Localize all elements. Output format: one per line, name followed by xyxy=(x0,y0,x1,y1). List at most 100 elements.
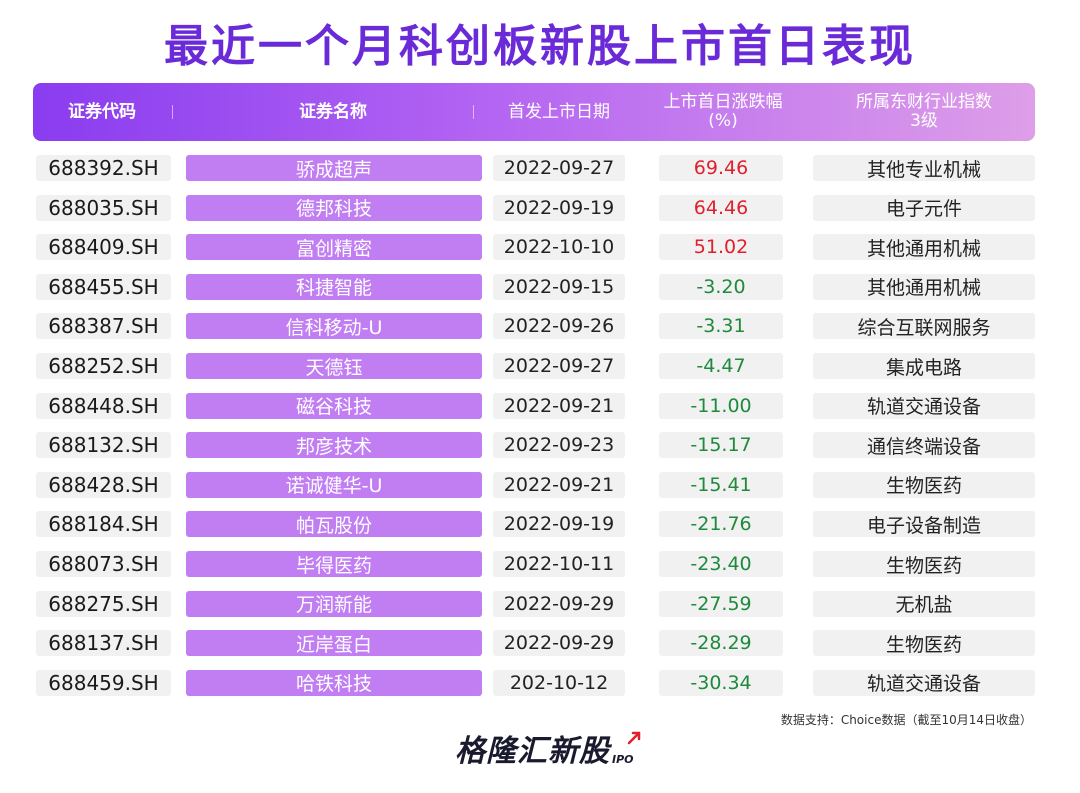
table-row: 688392.SH 骄成超声 2022-09-27 69.46 其他专业机械 xyxy=(0,152,1080,182)
header-change: 上市首日涨跌幅 (%) xyxy=(653,83,793,141)
cell-name: 德邦科技 xyxy=(186,194,482,221)
header-name: 证券名称 xyxy=(299,101,367,122)
cell-change: -4.47 xyxy=(659,353,783,379)
header-change-line2: (%) xyxy=(708,111,738,131)
cell-change: -15.17 xyxy=(659,432,783,459)
cell-industry: 电子元件 xyxy=(813,194,1035,221)
cell-change: -3.20 xyxy=(659,273,783,300)
cell-name: 磁谷科技 xyxy=(186,392,482,419)
cell-name: 骄成超声 xyxy=(186,155,482,181)
logo-text: 格隆汇新股 xyxy=(455,734,610,769)
cell-industry: 生物医药 xyxy=(813,551,1035,577)
cell-industry: 其他专业机械 xyxy=(813,155,1035,181)
table-row: 688035.SH 德邦科技 2022-09-19 64.46 电子元件 xyxy=(0,192,1080,222)
table-header: 证券代码 证券名称 首发上市日期 上市首日涨跌幅 (%) 所属东财行业指数 3级 xyxy=(33,83,1035,141)
cell-code: 688459.SH xyxy=(36,669,171,696)
header-divider xyxy=(473,105,474,119)
cell-change: -21.76 xyxy=(659,511,783,538)
cell-date: 2022-09-21 xyxy=(493,471,625,498)
cell-change: -28.29 xyxy=(659,630,783,657)
cell-name: 近岸蛋白 xyxy=(186,630,482,657)
cell-industry: 其他通用机械 xyxy=(813,234,1035,261)
table-row: 688132.SH 邦彦技术 2022-09-23 -15.17 通信终端设备 xyxy=(0,429,1080,459)
header-code: 证券代码 xyxy=(68,101,136,122)
arrow-up-icon xyxy=(627,731,641,745)
header-industry-line2: 3级 xyxy=(910,111,938,131)
table-row: 688252.SH 天德钰 2022-09-27 -4.47 集成电路 xyxy=(0,350,1080,380)
cell-name: 天德钰 xyxy=(186,353,482,379)
cell-code: 688448.SH xyxy=(36,392,171,419)
cell-industry: 生物医药 xyxy=(813,630,1035,657)
cell-name: 帕瓦股份 xyxy=(186,511,482,538)
cell-change: -15.41 xyxy=(659,471,783,498)
cell-name: 毕得医药 xyxy=(186,551,482,577)
cell-change: 69.46 xyxy=(659,155,783,181)
cell-code: 688455.SH xyxy=(36,273,171,300)
cell-date: 2022-09-26 xyxy=(493,313,625,340)
source-note: 数据支持：Choice数据（截至10月14日收盘） xyxy=(780,713,1032,727)
cell-industry: 生物医药 xyxy=(813,471,1035,498)
cell-date: 202-10-12 xyxy=(493,669,625,696)
cell-industry: 无机盐 xyxy=(813,590,1035,617)
cell-code: 688409.SH xyxy=(36,234,171,261)
cell-code: 688392.SH xyxy=(36,155,171,181)
cell-code: 688073.SH xyxy=(36,551,171,577)
table-row: 688137.SH 近岸蛋白 2022-09-29 -28.29 生物医药 xyxy=(0,627,1080,657)
cell-name: 信科移动-U xyxy=(186,313,482,340)
cell-date: 2022-09-19 xyxy=(493,194,625,221)
table-row: 688275.SH 万润新能 2022-09-29 -27.59 无机盐 xyxy=(0,588,1080,618)
cell-date: 2022-10-11 xyxy=(493,551,625,577)
cell-industry: 集成电路 xyxy=(813,353,1035,379)
table-row: 688409.SH 富创精密 2022-10-10 51.02 其他通用机械 xyxy=(0,231,1080,261)
table-row: 688428.SH 诺诚健华-U 2022-09-21 -15.41 生物医药 xyxy=(0,469,1080,499)
cell-name: 万润新能 xyxy=(186,590,482,617)
logo-sub: IPO xyxy=(612,753,634,766)
header-industry: 所属东财行业指数 3级 xyxy=(813,83,1035,141)
cell-name: 哈铁科技 xyxy=(186,669,482,696)
table-row: 688459.SH 哈铁科技 202-10-12 -30.34 轨道交通设备 xyxy=(0,667,1080,697)
cell-date: 2022-10-10 xyxy=(493,234,625,261)
cell-industry: 通信终端设备 xyxy=(813,432,1035,459)
cell-name: 科捷智能 xyxy=(186,273,482,300)
cell-change: 51.02 xyxy=(659,234,783,261)
cell-industry: 轨道交通设备 xyxy=(813,392,1035,419)
cell-date: 2022-09-29 xyxy=(493,630,625,657)
cell-change: -27.59 xyxy=(659,590,783,617)
header-divider xyxy=(172,105,173,119)
cell-name: 诺诚健华-U xyxy=(186,471,482,498)
cell-code: 688275.SH xyxy=(36,590,171,617)
cell-change: -30.34 xyxy=(659,669,783,696)
table-row: 688073.SH 毕得医药 2022-10-11 -23.40 生物医药 xyxy=(0,548,1080,578)
cell-change: -11.00 xyxy=(659,392,783,419)
cell-change: -3.31 xyxy=(659,313,783,340)
table-row: 688448.SH 磁谷科技 2022-09-21 -11.00 轨道交通设备 xyxy=(0,390,1080,420)
cell-date: 2022-09-23 xyxy=(493,432,625,459)
cell-change: -23.40 xyxy=(659,551,783,577)
page-title: 最近一个月科创板新股上市首日表现 xyxy=(164,21,916,72)
cell-code: 688035.SH xyxy=(36,194,171,221)
cell-name: 富创精密 xyxy=(186,234,482,261)
cell-date: 2022-09-19 xyxy=(493,511,625,538)
cell-code: 688184.SH xyxy=(36,511,171,538)
cell-date: 2022-09-27 xyxy=(493,155,625,181)
header-change-line1: 上市首日涨跌幅 xyxy=(663,92,783,112)
cell-date: 2022-09-27 xyxy=(493,353,625,379)
cell-industry: 综合互联网服务 xyxy=(813,313,1035,340)
table-row: 688387.SH 信科移动-U 2022-09-26 -3.31 综合互联网服务 xyxy=(0,310,1080,340)
cell-code: 688132.SH xyxy=(36,432,171,459)
cell-industry: 其他通用机械 xyxy=(813,273,1035,300)
cell-code: 688137.SH xyxy=(36,630,171,657)
cell-industry: 电子设备制造 xyxy=(813,511,1035,538)
brand-logo: 格隆汇新股 IPO xyxy=(455,726,641,770)
header-industry-line1: 所属东财行业指数 xyxy=(856,92,992,112)
header-date: 首发上市日期 xyxy=(508,101,610,122)
cell-industry: 轨道交通设备 xyxy=(813,669,1035,696)
cell-date: 2022-09-21 xyxy=(493,392,625,419)
cell-code: 688252.SH xyxy=(36,353,171,379)
cell-code: 688387.SH xyxy=(36,313,171,340)
cell-code: 688428.SH xyxy=(36,471,171,498)
cell-name: 邦彦技术 xyxy=(186,432,482,459)
cell-date: 2022-09-15 xyxy=(493,273,625,300)
table-row: 688455.SH 科捷智能 2022-09-15 -3.20 其他通用机械 xyxy=(0,271,1080,301)
table-row: 688184.SH 帕瓦股份 2022-09-19 -21.76 电子设备制造 xyxy=(0,508,1080,538)
